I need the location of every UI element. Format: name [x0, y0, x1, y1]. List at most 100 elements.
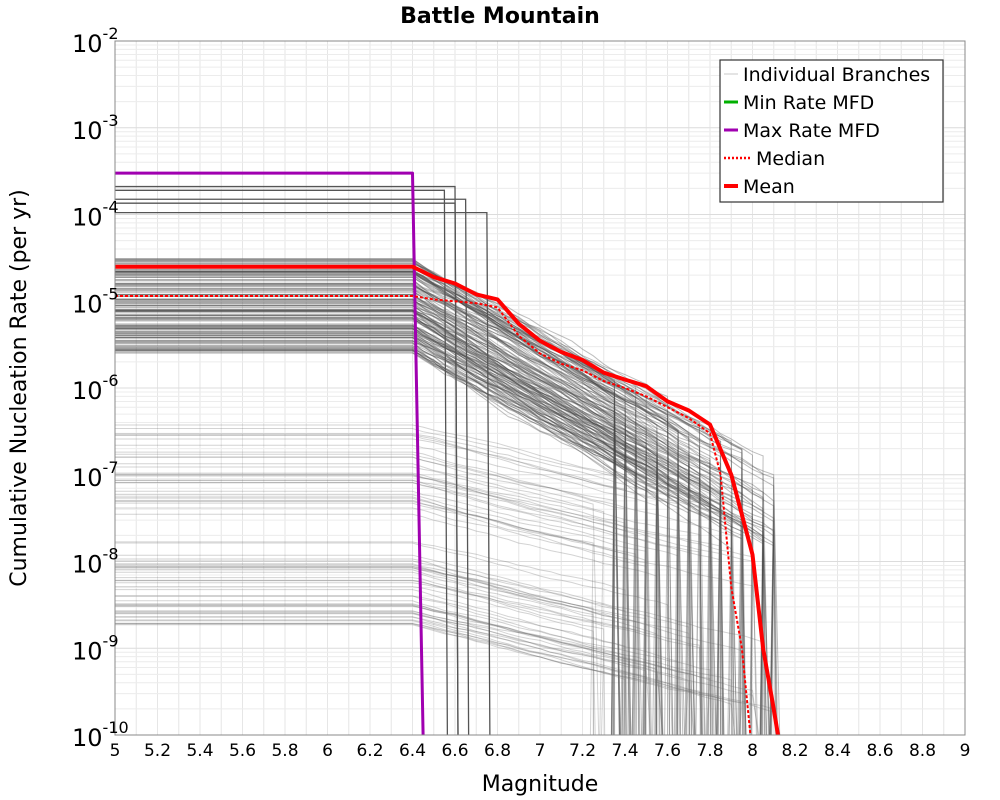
branch-line — [115, 328, 764, 736]
branch-line — [115, 616, 781, 736]
branch-line — [115, 305, 661, 736]
branch-line — [115, 434, 631, 736]
branch-line — [115, 285, 682, 736]
individual-branches — [115, 185, 781, 736]
branch-line — [115, 310, 658, 736]
branch-line — [115, 294, 764, 736]
branch-line — [115, 349, 735, 736]
x-tick-label: 7.6 — [654, 741, 681, 761]
branch-line — [115, 279, 703, 736]
y-axis-label: Cumulative Nucleation Rate (per yr) — [7, 189, 32, 587]
branch-line — [115, 325, 725, 736]
branch-line — [115, 605, 711, 736]
branch-line — [115, 623, 781, 736]
branch-line — [115, 300, 664, 736]
y-tick-label: 10-8 — [72, 545, 119, 579]
chart-title: Battle Mountain — [400, 4, 600, 29]
branch-line — [115, 282, 621, 736]
branch-line — [115, 337, 733, 736]
branch-line — [115, 328, 637, 736]
branch-line — [115, 309, 658, 736]
branch-line — [115, 303, 765, 736]
branch-line — [115, 272, 674, 736]
branch-line — [115, 212, 491, 736]
branch-line — [115, 336, 743, 736]
legend-label: Max Rate MFD — [743, 120, 880, 142]
branch-line — [115, 331, 724, 736]
branch-line — [115, 314, 691, 736]
series-lines — [115, 171, 780, 736]
branch-line — [115, 310, 775, 736]
branch-line — [115, 326, 764, 736]
y-tick-label: 10-3 — [72, 111, 119, 145]
branch-line — [115, 310, 620, 736]
branch-line — [115, 330, 647, 736]
branch-line — [115, 466, 705, 736]
branch-line — [115, 541, 626, 736]
branch-line — [115, 346, 681, 736]
branch-line — [115, 496, 637, 736]
branch-line — [115, 563, 647, 736]
x-tick-label: 6.6 — [441, 741, 468, 761]
branch-line — [115, 304, 690, 736]
branch-line — [115, 261, 722, 736]
branch-line — [115, 299, 764, 736]
branch-line — [115, 612, 652, 736]
branch-line — [115, 604, 759, 736]
branch-line — [115, 282, 616, 736]
branch-line — [115, 567, 690, 736]
branch-line — [115, 288, 722, 736]
branch-line — [115, 272, 743, 736]
branch-line — [115, 276, 703, 736]
branch-line — [115, 497, 647, 736]
branch-line — [115, 323, 696, 736]
x-tick-label: 5 — [110, 741, 121, 761]
branch-line — [115, 332, 685, 736]
grid — [114, 41, 966, 736]
x-tick-label: 8.6 — [866, 741, 893, 761]
branch-line — [115, 342, 747, 736]
median-line — [115, 295, 752, 736]
branch-line — [115, 582, 606, 736]
branch-line — [115, 271, 737, 736]
branch-line — [115, 613, 690, 736]
branch-line — [115, 612, 760, 736]
branch-line — [115, 604, 628, 736]
x-tick-label: 6.8 — [484, 741, 511, 761]
branch-line — [115, 349, 732, 736]
branch-line — [115, 202, 459, 736]
branch-line — [115, 569, 615, 736]
branch-line — [115, 290, 663, 736]
branch-line — [115, 299, 690, 736]
branch-line — [115, 499, 594, 736]
branch-line — [115, 328, 770, 736]
x-tick-label: 8 — [747, 741, 758, 761]
branch-line — [115, 189, 449, 736]
branch-line — [115, 433, 700, 736]
branch-line — [115, 309, 692, 736]
branch-line — [115, 340, 637, 736]
branch-line — [115, 619, 743, 736]
branch-line — [115, 620, 736, 736]
branch-line — [115, 308, 647, 736]
branch-line — [115, 287, 658, 736]
branch-line — [115, 352, 732, 736]
branch-line — [115, 310, 640, 736]
branch-line — [115, 595, 711, 736]
x-tick-label: 8.8 — [909, 741, 936, 761]
branch-line — [115, 298, 723, 736]
branch-line — [115, 586, 596, 736]
branch-line — [115, 334, 638, 736]
branch-line — [115, 302, 746, 736]
branch-line — [115, 616, 647, 736]
branch-line — [115, 438, 745, 736]
branch-line — [115, 428, 702, 736]
legend-label: Individual Branches — [743, 64, 930, 86]
branch-line — [115, 311, 652, 736]
branch-line — [115, 305, 690, 736]
branch-line — [115, 307, 643, 736]
x-tick-label: 5.8 — [271, 741, 298, 761]
plot-frame — [114, 40, 966, 736]
branch-line — [115, 328, 712, 736]
